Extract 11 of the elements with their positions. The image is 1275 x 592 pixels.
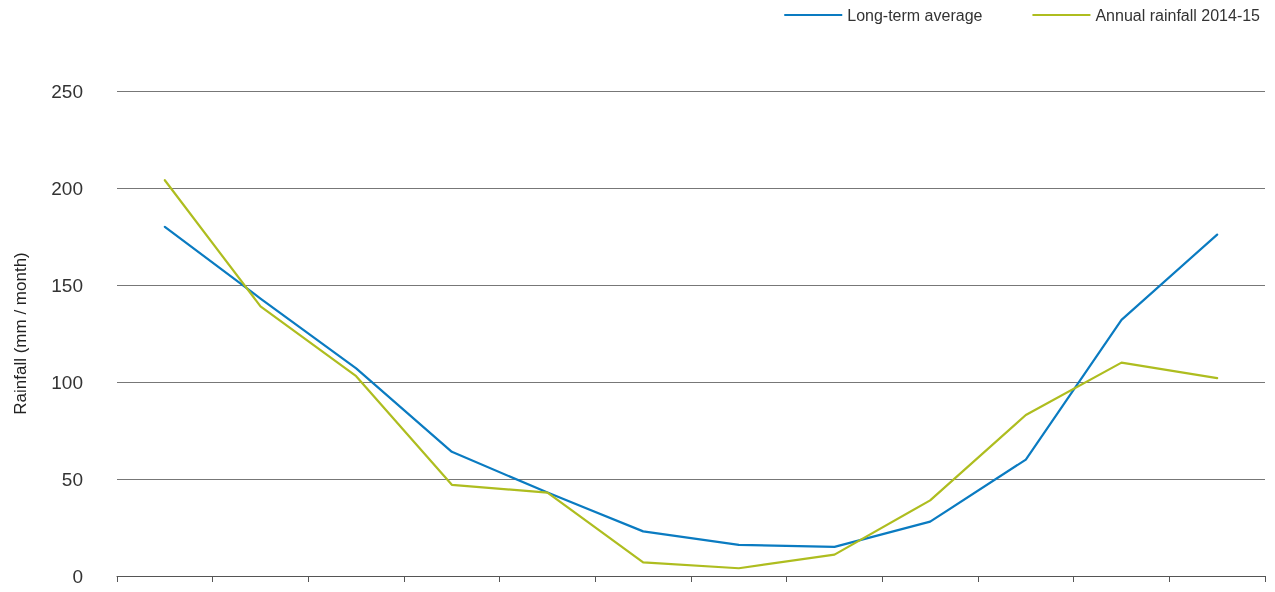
y-tick-label: 200 xyxy=(51,177,83,199)
legend-label: Long-term average xyxy=(847,6,983,24)
y-axis-title: Rainfall (mm / month) xyxy=(11,252,30,415)
line-series xyxy=(163,225,1219,548)
legend-label: Annual rainfall 2014-15 xyxy=(1095,6,1261,24)
y-tick-label: 0 xyxy=(72,565,83,587)
line-series xyxy=(163,179,1219,570)
y-tick-label: 150 xyxy=(51,274,83,296)
y-tick-label: 100 xyxy=(51,371,83,393)
y-tick-label: 250 xyxy=(51,80,83,102)
y-tick-label: 50 xyxy=(61,468,83,490)
